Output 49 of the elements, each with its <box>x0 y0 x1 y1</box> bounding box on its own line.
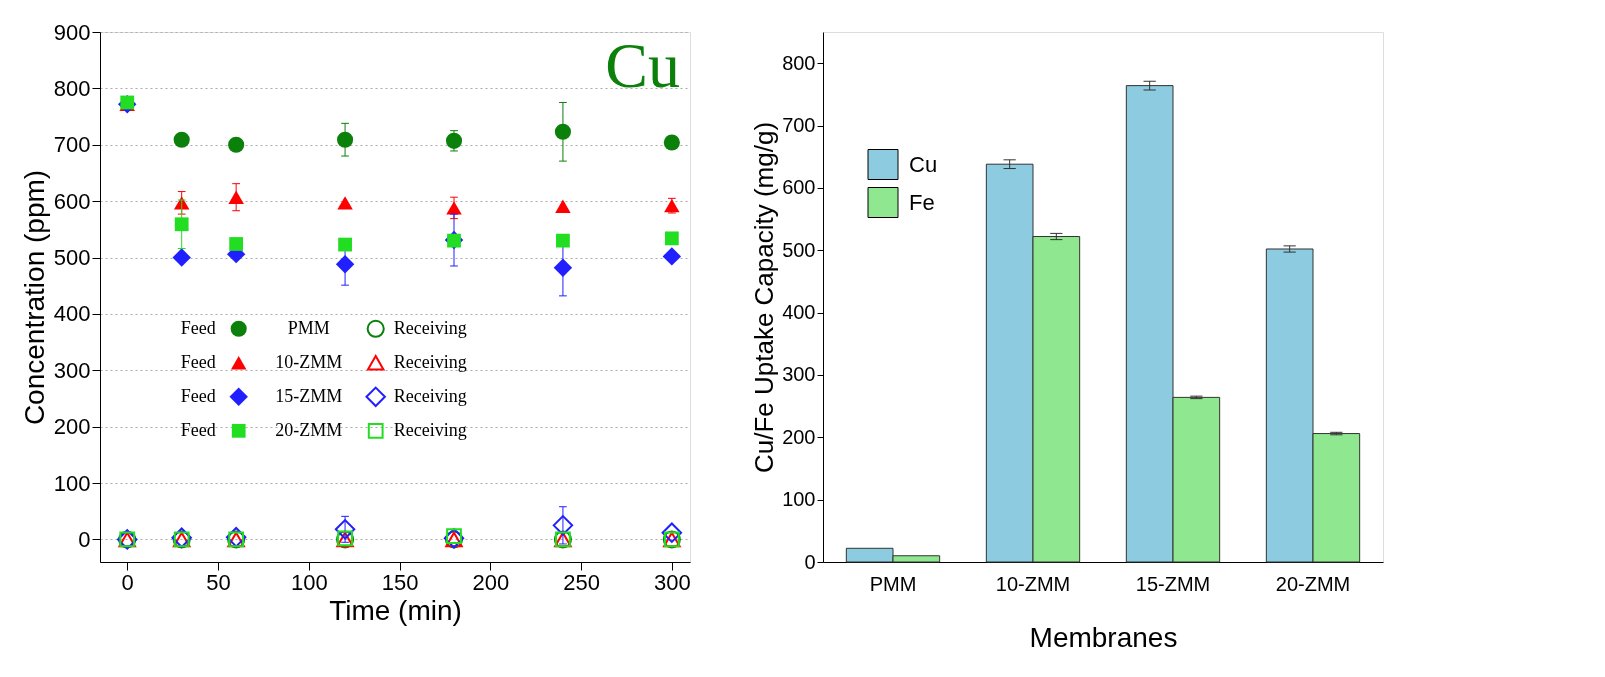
x-tick-label: 100 <box>290 569 328 595</box>
y-tick-label: 800 <box>782 51 816 74</box>
text: Receiving <box>393 419 467 440</box>
y-axis-title: Concentration (ppm) <box>18 169 50 426</box>
x-tick-label: PMM <box>869 572 917 595</box>
y-tick-label: 200 <box>782 425 816 448</box>
y-tick-label: 0 <box>804 550 816 573</box>
x-tick-label: 300 <box>653 569 691 595</box>
y-tick-label: 500 <box>53 245 91 271</box>
legend-label: Fe <box>909 189 935 215</box>
y-tick-label: 100 <box>782 488 816 511</box>
y-tick-label: 500 <box>782 238 816 261</box>
x-tick-label: 0 <box>121 569 134 595</box>
y-tick-label: 800 <box>53 75 91 101</box>
y-tick-label: 400 <box>53 301 91 327</box>
text: Feed <box>180 351 216 372</box>
legend-label: 20-ZMM <box>275 419 343 440</box>
text: Receiving <box>393 351 467 372</box>
x-tick-label: 50 <box>206 569 231 595</box>
annotation: Cu <box>605 30 680 101</box>
x-tick-label: 10-ZMM <box>995 572 1071 595</box>
y-tick-label: 100 <box>53 470 91 496</box>
y-tick-label: 300 <box>782 363 816 386</box>
x-tick-label: 20-ZMM <box>1275 572 1351 595</box>
text: Receiving <box>393 385 467 406</box>
y-tick-label: 400 <box>782 301 816 324</box>
x-tick-label: 150 <box>381 569 419 595</box>
legend-label: 10-ZMM <box>275 351 343 372</box>
y-tick-label: 700 <box>53 132 91 158</box>
x-tick-label: 250 <box>563 569 600 595</box>
text: Feed <box>180 419 216 440</box>
x-tick-label: 200 <box>472 569 510 595</box>
y-tick-label: 300 <box>53 357 91 383</box>
annotation: Feed <box>180 317 216 338</box>
text: Feed <box>180 385 216 406</box>
y-tick-label: 600 <box>53 188 91 214</box>
x-axis-title: Time (min) <box>329 594 462 626</box>
y-tick-label: 900 <box>53 19 91 45</box>
y-tick-label: 200 <box>53 414 91 440</box>
legend-label: Cu <box>909 151 938 177</box>
legend-label: 15-ZMM <box>275 385 343 406</box>
legend-label: PMM <box>287 317 330 338</box>
annotation: Receiving <box>393 317 467 338</box>
y-tick-label: 0 <box>78 526 91 552</box>
x-axis-title: Membranes <box>1029 621 1178 653</box>
x-tick-label: 15-ZMM <box>1135 572 1211 595</box>
y-tick-label: 600 <box>782 176 816 199</box>
y-tick-label: 700 <box>782 114 816 137</box>
y-axis-title: Cu/Fe Uptake Capacity (mg/g) <box>749 121 780 474</box>
